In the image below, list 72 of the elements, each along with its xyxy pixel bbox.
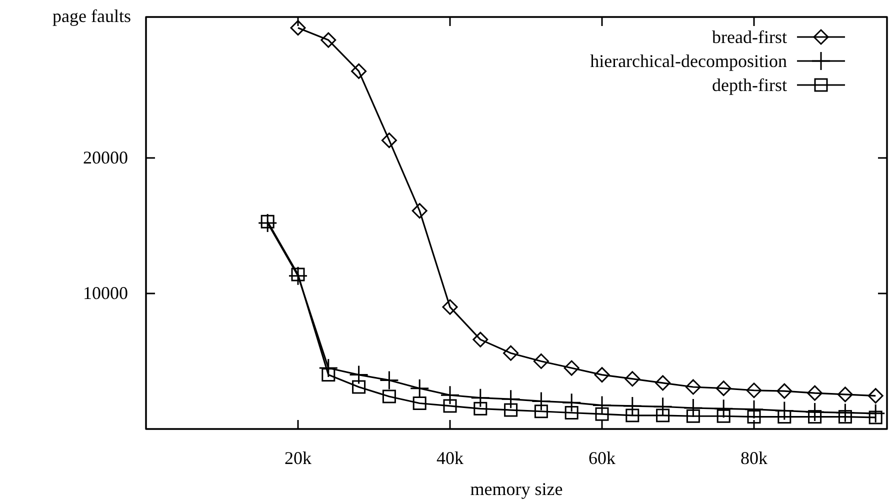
point (866, 404, 886, 424)
point (349, 365, 369, 385)
point (290, 20, 306, 36)
x-tick-label: 60k (588, 448, 616, 468)
point (260, 214, 274, 228)
point (410, 378, 430, 398)
point (501, 389, 521, 409)
point (472, 332, 488, 348)
point (474, 402, 488, 416)
point (531, 391, 551, 411)
point (534, 404, 548, 418)
point (594, 367, 610, 383)
point (291, 268, 305, 282)
point (835, 402, 855, 422)
point (504, 403, 518, 417)
point (685, 379, 701, 395)
point (838, 410, 852, 424)
point (442, 299, 458, 315)
point (653, 396, 673, 416)
point (868, 388, 884, 404)
y-tick-label: 20000 (83, 148, 128, 168)
x-tick-label: 80k (740, 448, 768, 468)
legend-label: bread-first (712, 27, 787, 47)
point (351, 63, 367, 79)
point (747, 410, 761, 424)
point (774, 400, 794, 420)
point (714, 398, 734, 418)
point (746, 382, 762, 398)
point (320, 32, 336, 48)
point (288, 266, 308, 286)
point (776, 383, 792, 399)
point (626, 408, 640, 422)
legend-label: depth-first (712, 75, 787, 95)
point (778, 410, 792, 424)
point (382, 390, 396, 404)
legend-label: hierarchical-decomposition (590, 51, 787, 71)
point (322, 368, 336, 382)
point (686, 409, 700, 423)
point (318, 358, 338, 378)
point (716, 380, 732, 396)
y-axis-title: page faults (52, 6, 131, 26)
y-tick-label: 10000 (83, 283, 128, 304)
point (533, 353, 549, 369)
point (352, 380, 366, 394)
point (564, 360, 580, 376)
x-tick-label: 40k (436, 448, 464, 468)
point (564, 406, 578, 420)
point (655, 375, 671, 391)
point (412, 203, 428, 219)
x-tick-label: 20k (284, 448, 312, 468)
x-axis-title: memory size (470, 479, 563, 499)
point (381, 132, 397, 148)
point (868, 410, 882, 424)
point (379, 370, 399, 390)
point (808, 410, 822, 424)
point (807, 385, 823, 401)
point (412, 396, 426, 410)
point (683, 398, 703, 418)
point (837, 386, 853, 402)
point (258, 213, 278, 233)
point (470, 388, 490, 408)
point (503, 345, 519, 361)
point (805, 402, 825, 422)
point (622, 396, 642, 416)
point (592, 396, 612, 416)
point (443, 399, 457, 413)
point (624, 371, 640, 387)
point (562, 392, 582, 412)
point (595, 407, 609, 421)
point (656, 408, 670, 422)
point (440, 385, 460, 405)
point (716, 409, 730, 423)
